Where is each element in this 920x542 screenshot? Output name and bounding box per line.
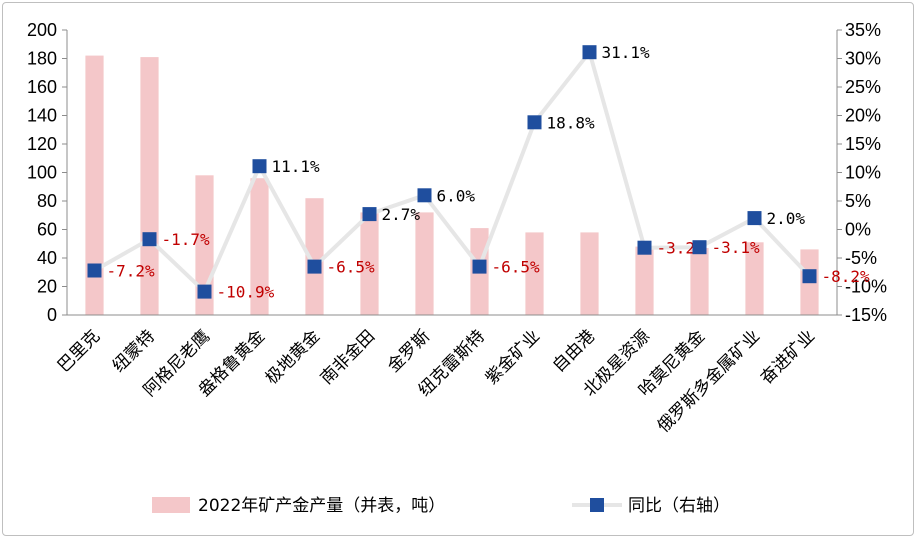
yoy-data-label: 6.0% bbox=[437, 186, 476, 205]
yoy-marker-8 bbox=[472, 259, 487, 274]
yoy-marker-5 bbox=[307, 259, 322, 274]
category-label: 自由港 bbox=[549, 326, 599, 376]
category-label: 南非金田 bbox=[317, 326, 379, 388]
yoy-data-label: 2.0% bbox=[767, 209, 806, 228]
yoy-data-label: 11.1% bbox=[272, 157, 321, 176]
bar-12 bbox=[690, 248, 709, 315]
left-tick-label: 0 bbox=[47, 305, 57, 325]
yoy-marker-14 bbox=[802, 269, 817, 284]
yoy-data-label: 2.7% bbox=[382, 205, 421, 224]
legend-marker-swatch bbox=[590, 498, 604, 512]
bar-11 bbox=[635, 246, 654, 315]
category-label: 奋进矿业 bbox=[757, 326, 819, 388]
yoy-marker-4 bbox=[252, 159, 267, 174]
left-tick-label: 80 bbox=[37, 191, 57, 211]
category-label: 极地黄金 bbox=[262, 326, 324, 388]
right-tick-label: 30% bbox=[845, 49, 881, 69]
yoy-marker-2 bbox=[142, 232, 157, 247]
yoy-data-label: -3.1% bbox=[712, 238, 761, 257]
bar-10 bbox=[580, 232, 599, 315]
yoy-series-line bbox=[93, 50, 811, 294]
bar-5 bbox=[305, 198, 324, 315]
yoy-data-label: -1.7% bbox=[162, 230, 211, 249]
right-tick-label: -10% bbox=[845, 277, 887, 297]
category-label: 紫金矿业 bbox=[482, 326, 544, 388]
right-tick-label: 10% bbox=[845, 163, 881, 183]
right-tick-label: 35% bbox=[845, 20, 881, 40]
yoy-data-label: 18.8% bbox=[547, 113, 596, 132]
yoy-marker-9 bbox=[527, 115, 542, 130]
yoy-marker-13 bbox=[747, 211, 762, 226]
right-tick-label: 0% bbox=[845, 220, 871, 240]
yoy-marker-11 bbox=[637, 240, 652, 255]
legend-bar-swatch bbox=[152, 497, 190, 513]
right-tick-label: 15% bbox=[845, 134, 881, 154]
left-tick-label: 60 bbox=[37, 220, 57, 240]
left-tick-label: 100 bbox=[27, 163, 57, 183]
yoy-marker-10 bbox=[582, 45, 597, 60]
left-tick-label: 140 bbox=[27, 106, 57, 126]
bar-6 bbox=[360, 212, 379, 315]
yoy-data-label: -6.5% bbox=[327, 258, 376, 277]
yoy-marker-12 bbox=[692, 240, 707, 255]
left-tick-label: 160 bbox=[27, 77, 57, 97]
yoy-data-label: -10.9% bbox=[217, 283, 275, 302]
right-tick-label: -5% bbox=[845, 248, 877, 268]
right-tick-label: 5% bbox=[845, 191, 871, 211]
right-tick-label: 20% bbox=[845, 106, 881, 126]
left-tick-label: 180 bbox=[27, 49, 57, 69]
yoy-data-label: 31.1% bbox=[602, 43, 651, 62]
yoy-marker-7 bbox=[417, 188, 432, 203]
bar-13 bbox=[745, 242, 764, 315]
category-label: 金罗斯 bbox=[384, 326, 434, 376]
bar-7 bbox=[415, 212, 434, 315]
left-tick-label: 40 bbox=[37, 248, 57, 268]
yoy-marker-3 bbox=[197, 284, 212, 299]
legend-bar-label: 2022年矿产金产量（并表，吨） bbox=[198, 496, 445, 516]
bar-2 bbox=[140, 57, 159, 315]
right-tick-label: -15% bbox=[845, 305, 887, 325]
right-tick-label: 25% bbox=[845, 77, 881, 97]
legend-line-label: 同比（右轴） bbox=[628, 496, 730, 516]
left-tick-label: 120 bbox=[27, 134, 57, 154]
bar-1 bbox=[85, 55, 104, 315]
left-tick-label: 20 bbox=[37, 277, 57, 297]
left-tick-label: 200 bbox=[27, 20, 57, 40]
yoy-data-label: -8.2% bbox=[822, 267, 871, 286]
yoy-marker-1 bbox=[87, 263, 102, 278]
category-label: 俄罗斯多金属矿业 bbox=[654, 326, 764, 436]
yoy-marker-6 bbox=[362, 207, 377, 222]
yoy-data-label: -7.2% bbox=[107, 262, 156, 281]
bar-9 bbox=[525, 232, 544, 315]
category-label: 纽蒙特 bbox=[109, 326, 159, 376]
category-label: 巴里克 bbox=[54, 326, 104, 376]
yoy-data-label: -6.5% bbox=[492, 258, 541, 277]
bar-4 bbox=[250, 178, 269, 315]
